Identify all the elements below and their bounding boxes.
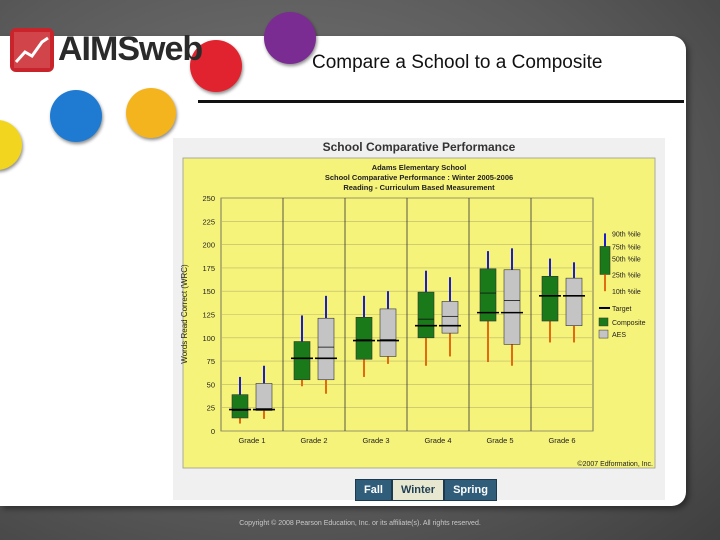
chart-credit: ©2007 Edformation, Inc. bbox=[577, 460, 653, 468]
legend-label: 75th %ile bbox=[612, 244, 641, 251]
legend-label: Target bbox=[612, 306, 632, 313]
box-composite bbox=[541, 275, 559, 322]
y-tick-label: 50 bbox=[207, 380, 215, 389]
legend-label: 90th %ile bbox=[612, 231, 641, 238]
y-tick-label: 250 bbox=[202, 194, 215, 203]
y-tick-label: 200 bbox=[202, 241, 215, 250]
y-axis-label: Words Read Correct (WRC) bbox=[180, 264, 189, 364]
season-button-spring[interactable]: Spring bbox=[444, 479, 497, 501]
x-tick-label: Grade 2 bbox=[300, 436, 327, 445]
logo-chart-icon bbox=[10, 28, 54, 72]
x-tick-label: Grade 6 bbox=[548, 436, 575, 445]
red-circle bbox=[190, 40, 242, 92]
y-tick-label: 0 bbox=[211, 427, 215, 436]
orange-circle bbox=[126, 88, 176, 138]
box-composite bbox=[231, 394, 249, 419]
box-composite bbox=[293, 341, 311, 381]
y-tick-label: 225 bbox=[202, 217, 215, 226]
box-aes bbox=[503, 269, 521, 345]
chart-header: School Comparative Performance bbox=[323, 140, 516, 154]
chart-subtitle-2: School Comparative Performance : Winter … bbox=[325, 173, 513, 182]
legend-label: 25th %ile bbox=[612, 272, 641, 279]
y-tick-label: 25 bbox=[207, 404, 215, 413]
chart-subtitle-1: Adams Elementary School bbox=[372, 163, 467, 172]
title-rule bbox=[198, 100, 684, 103]
chart: School Comparative Performance Adams Ele… bbox=[173, 138, 665, 500]
legend-label: 50th %ile bbox=[612, 257, 641, 264]
blue-circle bbox=[50, 90, 102, 142]
y-tick-label: 75 bbox=[207, 357, 215, 366]
slide-title: Compare a School to a Composite bbox=[312, 52, 603, 73]
box-aes bbox=[317, 317, 335, 381]
y-tick-label: 100 bbox=[202, 334, 215, 343]
x-tick-label: Grade 5 bbox=[486, 436, 513, 445]
copyright-text: Copyright © 2008 Pearson Education, Inc.… bbox=[239, 520, 481, 527]
box-aes bbox=[441, 301, 459, 334]
legend-label: AES bbox=[612, 332, 626, 339]
x-tick-label: Grade 3 bbox=[362, 436, 389, 445]
legend-sample-box bbox=[599, 246, 611, 275]
x-tick-label: Grade 1 bbox=[238, 436, 265, 445]
legend-label: 10th %ile bbox=[612, 289, 641, 296]
legend-composite-swatch bbox=[598, 317, 609, 327]
box-aes bbox=[255, 383, 273, 411]
logo-text: AIMSweb bbox=[58, 30, 203, 68]
yellow-circle-small bbox=[0, 120, 22, 170]
season-button-winter[interactable]: Winter bbox=[391, 479, 445, 501]
box-composite bbox=[355, 316, 373, 360]
box-composite bbox=[417, 291, 435, 339]
season-selector: Fall Winter Spring bbox=[355, 479, 497, 501]
x-tick-label: Grade 4 bbox=[424, 436, 451, 445]
box-aes bbox=[565, 277, 583, 326]
legend-label: Composite bbox=[612, 320, 646, 327]
legend-aes-swatch bbox=[598, 329, 609, 339]
purple-circle bbox=[264, 12, 316, 64]
box-composite bbox=[479, 268, 497, 322]
y-tick-label: 125 bbox=[202, 311, 215, 320]
y-tick-label: 175 bbox=[202, 264, 215, 273]
y-tick-label: 150 bbox=[202, 287, 215, 296]
season-button-fall[interactable]: Fall bbox=[355, 479, 392, 501]
box-aes bbox=[379, 308, 397, 357]
chart-subtitle-3: Reading - Curriculum Based Measurement bbox=[343, 183, 495, 192]
